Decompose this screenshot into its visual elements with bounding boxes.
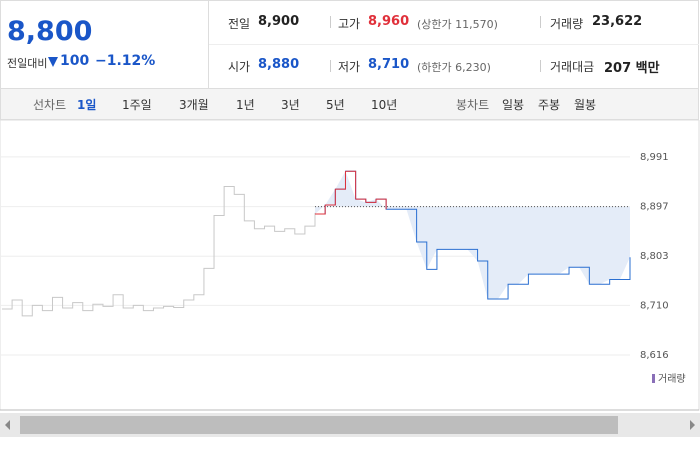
stat-note: (상한가 11,570) [417,18,498,31]
change-label: 전일대비 [7,57,48,70]
volume-legend: 거래량 [658,373,686,385]
divider [208,0,209,88]
stat-label: 전일 [228,17,251,31]
scroll-right[interactable] [690,420,695,430]
tab-label[interactable]: 선차트 [33,98,67,112]
y-tick-label: 8,897 [640,202,669,213]
stat-value: 8,880 [258,57,300,72]
price-line-up [365,199,377,203]
area [315,171,630,299]
stat-label: 저가 [338,60,361,74]
tab[interactable]: 1주일 [122,98,152,112]
stat-label: 거래대금 [550,60,595,74]
y-tick-label: 8,803 [640,251,669,262]
stat-note: (하한가 6,230) [417,61,491,74]
stat-label: 거래량 [550,17,584,31]
stat-separator [330,60,331,72]
stat-value: 8,710 [368,57,410,72]
tab[interactable]: 월봉 [574,98,597,112]
stat-separator [540,60,541,72]
tab[interactable]: 주봉 [538,98,561,112]
stat-label: 고가 [338,17,361,31]
stat-value: 207 백만 [604,61,660,76]
tab-label[interactable]: 봉차트 [456,98,490,112]
y-tick-label: 8,710 [640,300,669,311]
price-line-up [315,204,326,215]
stat-value: 23,622 [592,14,643,29]
tab[interactable]: 3년 [281,98,300,112]
tab[interactable]: 3개월 [179,98,209,112]
volume-legend-swatch [652,374,655,383]
stat-separator [540,16,541,28]
chart: 거래량 8,991 8,897 8,803 8,710 8,616 [0,120,700,437]
stat-value: 8,900 [258,14,300,29]
price: 8,800 [7,16,93,47]
price-line-up [335,171,346,190]
change: 100 [60,53,90,69]
price-line-up [375,198,387,210]
stat-value: 8,960 [368,14,410,29]
stat-label: 시가 [228,60,251,74]
tab[interactable]: 1년 [236,98,255,112]
tab[interactable]: 일봉 [502,98,525,112]
stat-row-divider [209,44,699,45]
down-icon [48,57,58,67]
price-line-up [325,189,336,206]
price-line-up [345,170,357,200]
scroll-left[interactable] [5,420,10,430]
y-tick-label: 8,991 [640,152,669,163]
y-tick-label: 8,616 [640,350,669,361]
rate: −1.12% [95,53,156,69]
tab[interactable]: 10년 [371,98,398,112]
prev-line [2,186,316,317]
stat-separator [330,16,331,28]
scroll-thumb[interactable] [20,416,618,434]
tab[interactable]: 5년 [326,98,345,112]
tab[interactable]: 1일 [77,98,97,112]
price-line-up [355,198,367,203]
